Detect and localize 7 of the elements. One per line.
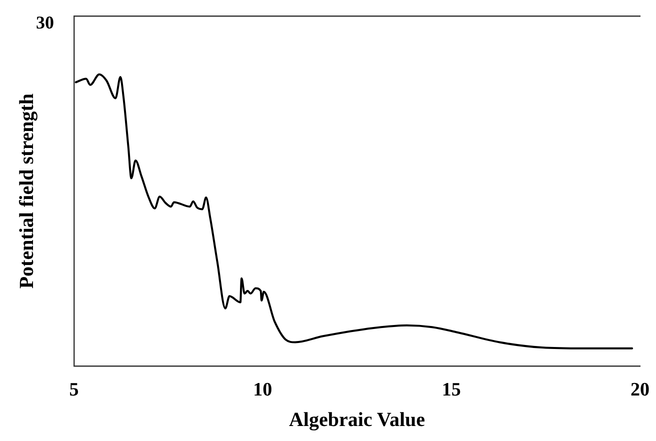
y-axis-title: Potential field strength (16, 94, 38, 289)
text: 30 (36, 12, 54, 33)
x-tick-label: 20 (630, 380, 650, 401)
x-tick-label: 5 (69, 380, 79, 401)
x-tick-label: 10 (253, 380, 272, 401)
x-tick-label: 15 (442, 380, 461, 401)
x-axis-title: Algebraic Value (288, 409, 426, 432)
